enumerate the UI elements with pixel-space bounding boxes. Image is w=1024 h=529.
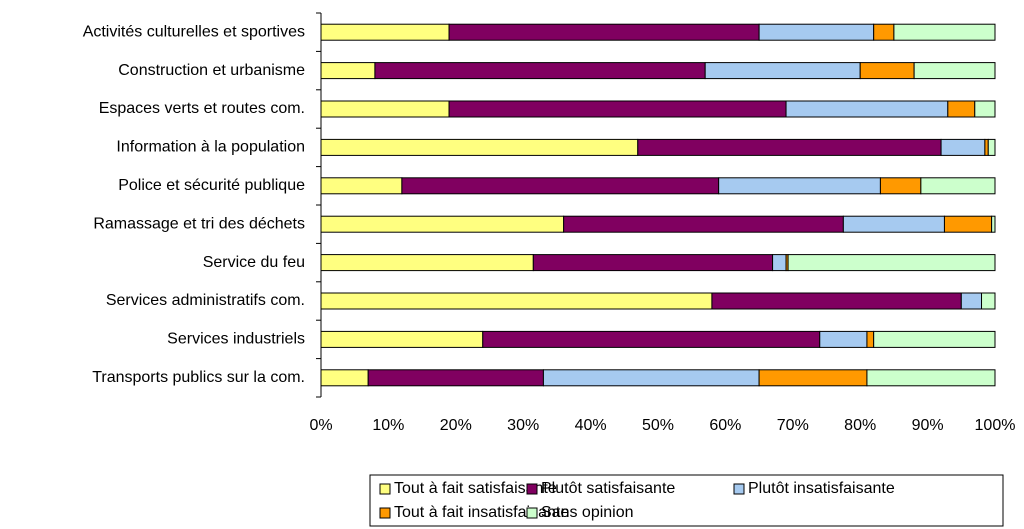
bar-segment	[320, 330, 484, 348]
x-tick-label: 30%	[507, 417, 539, 434]
bar-segment	[320, 254, 534, 272]
bar-segment	[787, 254, 996, 272]
bar-segment	[718, 177, 881, 195]
x-tick-label: 80%	[844, 417, 876, 434]
legend-label: Tout à fait satisfaisante	[394, 480, 557, 497]
x-tick-label: 10%	[372, 417, 404, 434]
bar-segment	[940, 138, 986, 156]
bar-segment	[320, 369, 369, 387]
y-tick-label: Services administratifs com.	[106, 292, 305, 309]
bar-segment	[842, 215, 945, 233]
y-tick-label: Police et sécurité publique	[118, 177, 305, 194]
bar-segment	[984, 138, 989, 156]
bar-segment	[893, 23, 996, 41]
y-tick-label: Information à la population	[116, 139, 305, 156]
y-tick-label: Transports publics sur la com.	[92, 369, 305, 386]
bar-segment	[866, 369, 996, 387]
x-tick-label: 70%	[777, 417, 809, 434]
y-tick-label: Service du feu	[203, 254, 305, 271]
bar-segment	[320, 23, 450, 41]
bar-segment	[866, 330, 875, 348]
bar-segment	[448, 23, 760, 41]
bar-segment	[320, 100, 450, 118]
legend-label: Plutôt satisfaisante	[541, 480, 675, 497]
bar-segment	[320, 62, 376, 80]
legend-swatch	[526, 507, 538, 519]
bar-segment	[947, 100, 976, 118]
y-tick-label: Construction et urbanisme	[118, 62, 305, 79]
bar-segment	[960, 292, 983, 310]
bar-segment	[920, 177, 996, 195]
legend-swatch	[379, 507, 391, 519]
x-tick-label: 40%	[575, 417, 607, 434]
bar-segment	[637, 138, 942, 156]
x-tick-label: 60%	[709, 417, 741, 434]
bar-segment	[320, 292, 713, 310]
bar-segment	[320, 215, 565, 233]
bar-segment	[943, 215, 993, 233]
bar-segment	[991, 215, 996, 233]
bar-segment	[448, 100, 787, 118]
bar-segment	[758, 23, 875, 41]
bar-segment	[563, 215, 844, 233]
x-tick-label: 20%	[440, 417, 472, 434]
bar-segment	[987, 138, 996, 156]
bar-segment	[320, 177, 403, 195]
bar-segment	[704, 62, 861, 80]
bar-segment	[879, 177, 922, 195]
legend-swatch	[526, 483, 538, 495]
bar-segment	[401, 177, 720, 195]
legend-swatch	[733, 483, 745, 495]
legend-box	[369, 474, 1004, 527]
bar-segment	[913, 62, 996, 80]
bar-segment	[320, 138, 639, 156]
legend-swatch	[379, 483, 391, 495]
bar-segment	[873, 23, 895, 41]
y-tick-label: Services industriels	[167, 331, 305, 348]
x-tick-label: 100%	[975, 417, 1016, 434]
bar-segment	[873, 330, 996, 348]
y-tick-label: Espaces verts et routes com.	[99, 100, 305, 117]
bar-segment	[981, 292, 996, 310]
bar-segment	[482, 330, 821, 348]
y-tick-label: Activités culturelles et sportives	[83, 23, 305, 40]
legend-label: Tout à fait insatisfaisante	[394, 504, 569, 521]
bar-segment	[785, 100, 949, 118]
x-tick-label: 90%	[912, 417, 944, 434]
bar-segment	[758, 369, 868, 387]
y-tick-label: Ramassage et tri des déchets	[93, 215, 305, 232]
bar-segment	[772, 254, 787, 272]
bar-segment	[819, 330, 868, 348]
x-tick-label: 0%	[309, 417, 332, 434]
bar-segment	[374, 62, 706, 80]
bar-segment	[367, 369, 544, 387]
x-tick-label: 50%	[642, 417, 674, 434]
bar-segment	[974, 100, 996, 118]
legend-label: Sans opinion	[541, 504, 634, 521]
bar-segment	[859, 62, 915, 80]
bar-segment	[711, 292, 962, 310]
legend-label: Plutôt insatisfaisante	[748, 480, 895, 497]
bar-segment	[532, 254, 774, 272]
bar-segment	[542, 369, 760, 387]
